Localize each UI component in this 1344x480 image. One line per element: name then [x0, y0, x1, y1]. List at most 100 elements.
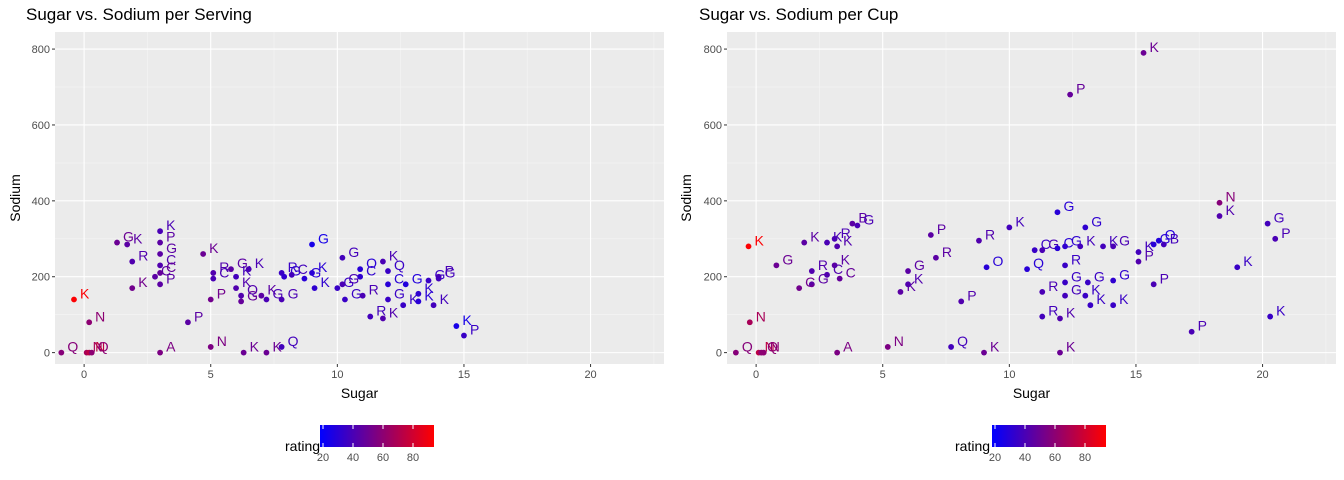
data-point — [380, 315, 386, 322]
point-label: P — [1160, 270, 1169, 286]
plot-background — [55, 32, 664, 364]
point-label: C — [166, 251, 176, 267]
data-point — [357, 273, 364, 280]
point-label: C — [1063, 234, 1073, 250]
y-tick-label: 400 — [32, 196, 50, 208]
data-point — [745, 243, 752, 250]
data-point — [746, 319, 753, 326]
data-point — [1264, 220, 1271, 227]
data-point — [796, 285, 803, 292]
point-label: G — [348, 270, 359, 286]
data-point — [1062, 292, 1068, 299]
data-point — [114, 239, 120, 246]
point-label: G — [1094, 268, 1105, 284]
point-label: K — [462, 312, 472, 328]
point-label: K — [906, 278, 916, 294]
legend-title: rating — [955, 438, 991, 454]
data-point — [824, 239, 830, 246]
data-point — [385, 281, 391, 288]
point-label: G — [445, 265, 456, 281]
point-label: R — [818, 257, 828, 273]
data-point — [1084, 279, 1091, 286]
point-label: K — [843, 232, 853, 248]
point-label: G — [272, 285, 283, 301]
data-point — [1062, 279, 1068, 286]
data-point — [1039, 247, 1046, 254]
data-point — [1087, 302, 1094, 309]
data-point — [278, 296, 285, 303]
point-label: P — [1198, 318, 1207, 334]
data-point — [1150, 241, 1157, 248]
point-label: N — [217, 333, 227, 349]
point-label: K — [1015, 213, 1025, 229]
point-label: P — [937, 221, 946, 237]
data-point — [400, 302, 407, 309]
point-label: C — [394, 270, 404, 286]
y-axis-label: Sodium — [678, 174, 694, 221]
point-label: K — [318, 259, 328, 275]
point-label: G — [318, 230, 329, 246]
data-point — [425, 277, 432, 284]
data-point — [430, 302, 437, 309]
point-label: K — [209, 240, 219, 256]
data-point — [278, 344, 285, 350]
data-point — [342, 296, 348, 303]
point-label: O — [366, 255, 377, 271]
data-point — [453, 323, 460, 329]
y-tick-label: 0 — [44, 348, 50, 360]
point-label: G — [782, 251, 793, 267]
data-point — [983, 264, 990, 271]
data-point — [808, 281, 815, 288]
data-point — [897, 289, 904, 295]
point-label: N — [894, 333, 904, 349]
x-tick-label: 20 — [584, 369, 596, 381]
data-point — [461, 332, 467, 339]
data-point — [1150, 281, 1157, 288]
x-tick-label: 0 — [81, 369, 87, 381]
data-point — [1024, 266, 1030, 273]
x-tick-label: 10 — [331, 369, 343, 381]
panel-cup: Sugar vs. Sodium per Cup 0 5 10 15 20 0 200 400… — [672, 0, 1344, 480]
data-point — [1054, 245, 1061, 252]
point-label: G — [863, 212, 874, 228]
point-label: K — [321, 274, 331, 290]
point-label: K — [1226, 202, 1236, 218]
legend-tick-label: 20 — [317, 452, 329, 464]
data-point — [415, 298, 422, 305]
point-label: P — [1281, 225, 1290, 241]
data-point — [88, 349, 95, 356]
panel-serving: Sugar vs. Sodium per Serving 0 5 10 15 20 0 20… — [7, 5, 664, 465]
point-label: K — [389, 248, 399, 264]
point-label: Q — [67, 339, 78, 355]
legend-colorbar — [320, 425, 434, 447]
data-point — [334, 285, 341, 292]
point-label: R — [1048, 278, 1058, 294]
data-point — [854, 222, 861, 229]
point-label: K — [1096, 291, 1106, 307]
data-point — [831, 262, 838, 269]
data-point — [263, 349, 270, 356]
data-point — [281, 273, 288, 280]
point-label: K — [914, 270, 924, 286]
data-point — [981, 349, 987, 356]
plot-background — [727, 32, 1336, 364]
point-label: C — [219, 265, 229, 281]
point-label: K — [242, 274, 252, 290]
data-point — [359, 292, 366, 299]
point-label: Q — [1033, 255, 1044, 271]
x-tick-label: 5 — [880, 369, 886, 381]
data-point — [157, 349, 163, 356]
data-point — [233, 273, 239, 280]
data-point — [824, 271, 830, 278]
data-point — [207, 296, 214, 303]
x-axis-label: Sugar — [1013, 385, 1051, 401]
data-point — [238, 292, 245, 299]
rating-legend: rating 20 40 60 80 — [285, 425, 445, 465]
data-point — [210, 270, 217, 276]
data-point — [415, 290, 422, 297]
point-label: K — [1086, 232, 1096, 248]
data-point — [834, 243, 841, 250]
point-label: K — [1276, 303, 1286, 319]
